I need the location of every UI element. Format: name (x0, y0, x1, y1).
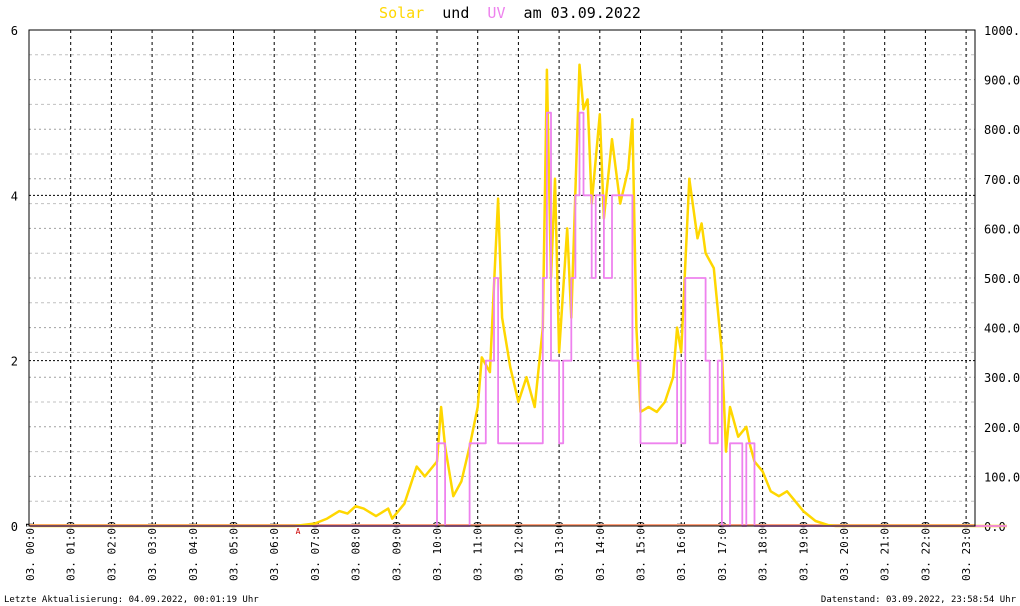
title-space-2 (515, 4, 524, 22)
right-axis: 0.0100.0200.0300.0400.0500.0600.0700.080… (984, 24, 1020, 534)
x-tick-label: 03. 09:00 (390, 521, 403, 581)
title-date: am 03.09.2022 (524, 4, 641, 22)
right-tick-label: 1000.0 (984, 24, 1020, 38)
x-tick-label: 03. 23:00 (960, 521, 973, 581)
x-tick-label: 03. 11:00 (472, 521, 485, 581)
left-tick-label: 0 (11, 520, 18, 534)
sunrise-marker: A (296, 527, 301, 536)
x-tick-label: 03. 07:00 (309, 521, 322, 581)
right-tick-label: 800.0 (984, 123, 1020, 137)
x-tick-label: 03. 20:00 (838, 521, 851, 581)
x-tick-label: 03. 05:00 (228, 521, 241, 581)
right-tick-label: 200.0 (984, 421, 1020, 435)
title-und (433, 4, 442, 22)
right-tick-label: 600.0 (984, 222, 1020, 236)
x-tick-label: 03. 18:00 (757, 521, 770, 581)
right-tick-label: 100.0 (984, 470, 1020, 484)
series-layer (29, 63, 1007, 528)
footer-last-update: Letzte Aktualisierung: 04.09.2022, 00:01… (4, 595, 259, 605)
plot-frame (28, 29, 976, 527)
left-tick-label: 4 (11, 189, 18, 203)
x-tick-label: 03. 17:00 (716, 521, 729, 581)
footer-data-state: Datenstand: 03.09.2022, 23:58:54 Uhr (821, 595, 1017, 605)
left-tick-label: 6 (11, 24, 18, 38)
title-solar: Solar (379, 4, 424, 22)
x-tick-label: 03. 01:00 (65, 521, 78, 581)
series-solar-line (30, 63, 1007, 528)
title-space (478, 4, 487, 22)
title-und-word: und (442, 4, 469, 22)
x-tick-label: 03. 04:01 (187, 521, 200, 581)
series-uv-line (30, 111, 1007, 527)
x-tick-label: 03. 08:01 (350, 521, 363, 581)
x-tick-label: 03. 10:00 (431, 521, 444, 581)
x-tick-label: 03. 06:01 (268, 521, 281, 581)
x-tick-label: 03. 13:00 (553, 521, 566, 581)
right-tick-label: 900.0 (984, 74, 1020, 88)
x-tick-label: 03. 03:01 (146, 521, 159, 581)
right-tick-label: 500.0 (984, 272, 1020, 286)
left-axis: 0 2 4 6 (11, 24, 18, 534)
x-tick-label: 03. 00:01 (24, 521, 37, 581)
x-tick-label: 03. 22:00 (919, 521, 932, 581)
chart-title: Solar und UV am 03.09.2022 (379, 4, 641, 22)
x-tick-label: 03. 12:00 (512, 521, 525, 581)
grid-lines (29, 30, 975, 526)
x-tick-label: 03. 14:00 (594, 521, 607, 581)
x-tick-label: 03. 02:00 (105, 521, 118, 581)
right-tick-label: 300.0 (984, 371, 1020, 385)
x-tick-label: 03. 15:00 (635, 521, 648, 581)
left-tick-label: 2 (11, 355, 18, 369)
x-tick-label: 03. 16:01 (675, 521, 688, 581)
x-axis: 03. 00:01 03. 01:00 03. 02:00 03. 03:01 03. … (24, 521, 973, 581)
right-tick-label: 400.0 (984, 322, 1020, 336)
right-tick-label: 700.0 (984, 173, 1020, 187)
x-tick-label: 03. 21:00 (879, 521, 892, 581)
x-tick-label: 03. 19:00 (797, 521, 810, 581)
title-uv: UV (487, 4, 505, 22)
